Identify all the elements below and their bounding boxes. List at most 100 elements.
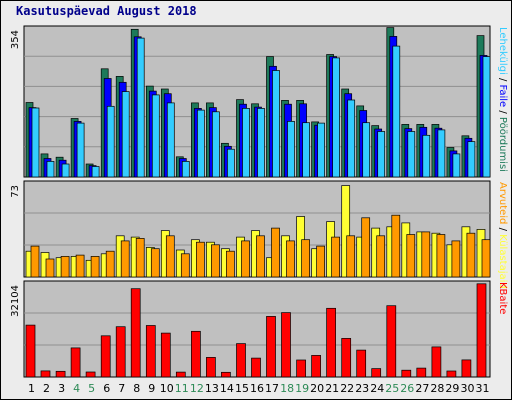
bar-kbaite-day-22: [341, 338, 352, 378]
bar-lehekülgi-day-4: [76, 122, 85, 178]
bar-arvuteid-day-24: [376, 235, 386, 278]
bar-lehekülgi-day-7: [121, 91, 130, 178]
day-label-12: 12: [190, 382, 204, 395]
bar-kbaite-day-12: [191, 330, 201, 378]
day-label-7: 7: [118, 382, 125, 395]
bar-arvuteid-day-9: [150, 248, 160, 278]
day-label-24: 24: [370, 382, 384, 395]
bar-arvuteid-day-12: [196, 241, 205, 278]
bar-lehekülgi-day-14: [227, 148, 235, 178]
bar-arvuteid-day-23: [361, 217, 371, 278]
bar-kbaite-day-3: [55, 370, 66, 378]
legend-3: KBaite: [497, 282, 508, 314]
bar-arvuteid-day-16: [256, 235, 265, 278]
legend-entry-külastajaid: Külastajaid: [497, 234, 508, 289]
day-label-6: 6: [103, 382, 110, 395]
legend-separator: /: [497, 75, 508, 85]
bar-arvuteid-day-25: [391, 214, 401, 278]
day-label-10: 10: [160, 382, 174, 395]
bar-kbaite-day-26: [401, 369, 412, 378]
bar-arvuteid-day-2: [45, 258, 55, 278]
legend-separator: /: [497, 107, 508, 117]
day-label-25: 25: [385, 382, 399, 395]
bar-kbaite-day-20: [311, 355, 321, 378]
bar-kbaite-day-31: [476, 283, 487, 378]
legend-entry-pöördumisi: Pöördumisi: [497, 117, 508, 172]
day-label-13: 13: [205, 382, 219, 395]
bar-kbaite-day-21: [326, 307, 336, 378]
bar-arvuteid-day-14: [226, 250, 235, 278]
day-label-16: 16: [250, 382, 264, 395]
bar-lehekülgi-day-25: [392, 45, 401, 178]
bar-lehekülgi-day-18: [287, 121, 295, 178]
bar-arvuteid-day-7: [120, 240, 130, 278]
bar-arvuteid-day-3: [60, 256, 70, 278]
bar-kbaite-day-9: [145, 325, 156, 378]
bar-lehekülgi-day-3: [61, 163, 70, 178]
bar-lehekülgi-day-24: [377, 131, 386, 178]
legend-entry-kbaite: KBaite: [497, 282, 508, 314]
legend-entry-arvuteid: Arvuteid: [497, 182, 508, 224]
bar-arvuteid-day-17: [271, 227, 280, 278]
day-label-29: 29: [445, 382, 459, 395]
bar-lehekülgi-day-22: [347, 99, 356, 178]
bar-kbaite-day-11: [175, 371, 186, 378]
bar-kbaite-day-18: [281, 312, 291, 378]
bar-kbaite-day-10: [160, 332, 171, 378]
day-label-5: 5: [88, 382, 95, 395]
bar-kbaite-day-27: [416, 367, 427, 378]
bar-lehekülgi-day-23: [362, 122, 371, 178]
bar-arvuteid-day-20: [316, 245, 325, 278]
bar-kbaite-day-2: [40, 370, 51, 378]
bar-arvuteid-day-13: [211, 244, 220, 278]
day-label-1: 1: [28, 382, 35, 395]
y-max-label-3: 32104: [10, 285, 21, 317]
bar-kbaite-day-13: [206, 357, 216, 378]
chart-title: Kasutuspäevad August 2018: [16, 4, 197, 18]
bar-külastajaid-day-22: [341, 185, 351, 278]
day-label-19: 19: [295, 382, 309, 395]
bar-lehekülgi-day-21: [332, 57, 340, 178]
day-label-31: 31: [476, 382, 490, 395]
y-max-label-2: 73: [10, 185, 21, 198]
day-label-15: 15: [235, 382, 249, 395]
day-label-20: 20: [310, 382, 324, 395]
bar-arvuteid-day-28: [436, 234, 446, 278]
day-label-28: 28: [430, 382, 444, 395]
bar-lehekülgi-day-6: [106, 105, 115, 178]
day-label-9: 9: [148, 382, 155, 395]
day-label-4: 4: [73, 382, 80, 395]
bar-kbaite-day-15: [236, 343, 246, 378]
day-label-11: 11: [175, 382, 189, 395]
bar-lehekülgi-day-26: [407, 131, 416, 178]
bar-arvuteid-day-8: [135, 238, 145, 278]
day-label-2: 2: [43, 382, 50, 395]
bar-kbaite-day-5: [85, 371, 96, 378]
day-label-22: 22: [340, 382, 354, 395]
day-label-3: 3: [58, 382, 65, 395]
bar-lehekülgi-day-2: [46, 161, 55, 178]
bar-arvuteid-day-1: [30, 245, 40, 278]
bar-kbaite-day-19: [296, 359, 306, 378]
bar-lehekülgi-day-19: [302, 122, 310, 178]
day-label-26: 26: [400, 382, 414, 395]
bar-kbaite-day-23: [356, 349, 367, 378]
bar-kbaite-day-28: [431, 346, 442, 378]
day-label-14: 14: [220, 382, 234, 395]
bar-arvuteid-day-18: [286, 240, 295, 278]
bar-kbaite-day-6: [100, 335, 111, 378]
legend-entry-faile: Faile: [497, 85, 508, 108]
day-label-23: 23: [355, 382, 369, 395]
bar-lehekülgi-day-5: [91, 166, 100, 178]
bar-arvuteid-day-27: [421, 231, 431, 278]
bar-kbaite-day-24: [371, 368, 382, 378]
day-label-8: 8: [133, 382, 140, 395]
bar-lehekülgi-day-29: [452, 153, 461, 178]
bar-lehekülgi-day-28: [437, 129, 446, 178]
bar-kbaite-day-7: [115, 326, 126, 378]
bar-kbaite-day-16: [251, 357, 261, 378]
legend-entry-lehekülgi: Lehekülgi: [497, 27, 508, 75]
bar-arvuteid-day-30: [466, 232, 476, 278]
bar-kbaite-day-17: [266, 316, 276, 378]
